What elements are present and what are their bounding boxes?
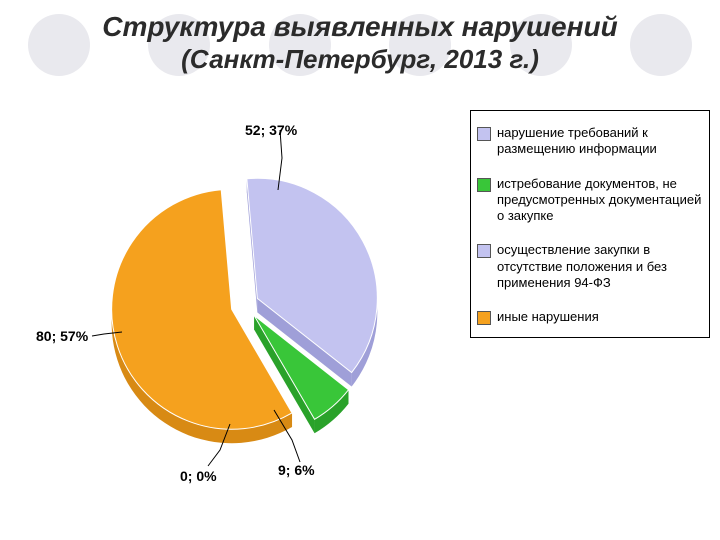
legend-label: осуществление закупки в отсутствие полож… xyxy=(497,242,703,291)
legend-swatch xyxy=(477,127,491,141)
slide-title: Структура выявленных нарушений (Санкт-Пе… xyxy=(0,0,720,75)
legend-item: иные нарушения xyxy=(477,309,703,325)
slice-label-1: 9; 6% xyxy=(278,462,315,478)
legend-swatch xyxy=(477,178,491,192)
legend-item: нарушение требований к размещению информ… xyxy=(477,125,703,158)
chart-legend: нарушение требований к размещению информ… xyxy=(470,110,710,338)
legend-swatch xyxy=(477,244,491,258)
slice-label-0: 52; 37% xyxy=(245,122,297,138)
pie-chart xyxy=(30,110,460,510)
legend-swatch xyxy=(477,311,491,325)
title-line-2: (Санкт-Петербург, 2013 г.) xyxy=(0,44,720,75)
legend-label: иные нарушения xyxy=(497,309,599,325)
legend-item: осуществление закупки в отсутствие полож… xyxy=(477,242,703,291)
chart-area: 52; 37% 9; 6% 0; 0% 80; 57% нарушение тр… xyxy=(0,110,720,520)
slice-label-3: 80; 57% xyxy=(36,328,88,344)
legend-label: истребование документов, не предусмотрен… xyxy=(497,176,703,225)
legend-label: нарушение требований к размещению информ… xyxy=(497,125,703,158)
title-line-1: Структура выявленных нарушений xyxy=(0,10,720,44)
legend-item: истребование документов, не предусмотрен… xyxy=(477,176,703,225)
slice-label-2: 0; 0% xyxy=(180,468,217,484)
